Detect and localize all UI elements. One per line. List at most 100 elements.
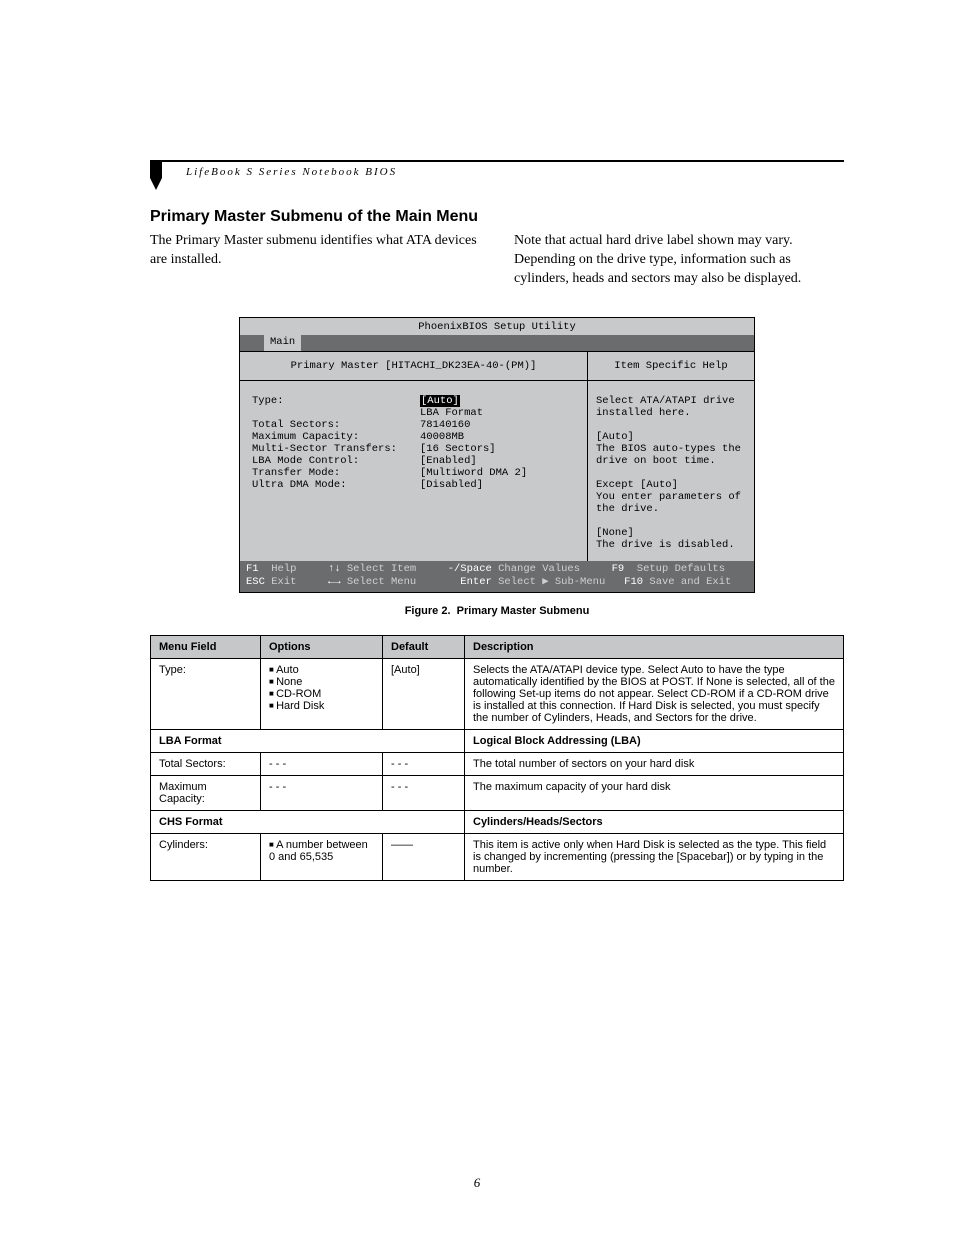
section-right: Cylinders/Heads/Sectors xyxy=(465,810,844,833)
table-row: Total Sectors:- - -- - -The total number… xyxy=(151,752,844,775)
key-f10-label: Save and Exit xyxy=(649,576,731,588)
bios-screenshot: PhoenixBIOS Setup Utility Main Primary M… xyxy=(239,317,755,593)
cell-field: Maximum Capacity: xyxy=(151,775,261,810)
bios-utility-title: PhoenixBIOS Setup Utility xyxy=(240,318,754,335)
bios-help-line: Except [Auto] xyxy=(596,479,746,491)
section-left: LBA Format xyxy=(151,729,465,752)
bios-row: Type:[Auto] xyxy=(252,395,579,407)
th-default: Default xyxy=(383,635,465,658)
bios-help-pane: Item Specific Help Select ATA/ATAPI driv… xyxy=(588,352,754,561)
key-minus: -/Space xyxy=(448,563,492,575)
option-item: A number between 0 and 65,535 xyxy=(269,839,374,863)
running-head-text: LifeBook S Series Notebook BIOS xyxy=(150,166,844,178)
bios-row: Transfer Mode:[Multiword DMA 2] xyxy=(252,467,579,479)
key-minus-label: Change Values xyxy=(498,563,580,575)
table-section-row: CHS FormatCylinders/Heads/Sectors xyxy=(151,810,844,833)
cell-options: - - - xyxy=(261,752,383,775)
cell-field: Cylinders: xyxy=(151,833,261,880)
bios-help-line: installed here. xyxy=(596,407,746,419)
cell-description: This item is active only when Hard Disk … xyxy=(465,833,844,880)
cell-description: The maximum capacity of your hard disk xyxy=(465,775,844,810)
bios-row-value: [Enabled] xyxy=(420,455,477,467)
bios-row-value: 40008MB xyxy=(420,431,464,443)
bios-row-label: Transfer Mode: xyxy=(252,467,420,479)
bios-row-label: Maximum Capacity: xyxy=(252,431,420,443)
cell-options: AutoNoneCD-ROMHard Disk xyxy=(261,658,383,729)
cell-field: Total Sectors: xyxy=(151,752,261,775)
bios-help-line xyxy=(596,467,746,479)
key-enter-label: Select ▶ Sub-Menu xyxy=(498,576,605,588)
bios-row: Ultra DMA Mode:[Disabled] xyxy=(252,479,579,491)
intro-left: The Primary Master submenu identifies wh… xyxy=(150,232,480,289)
cell-default: - - - xyxy=(383,775,465,810)
th-description: Description xyxy=(465,635,844,658)
bios-row-value: [16 Sectors] xyxy=(420,443,496,455)
key-leftright-label: Select Menu xyxy=(347,576,416,588)
running-header: LifeBook S Series Notebook BIOS xyxy=(150,160,844,178)
bios-left-title: Primary Master [HITACHI_DK23EA-40-(PM)] xyxy=(240,352,587,381)
bios-help-line: [None] xyxy=(596,527,746,539)
table-row: Type:AutoNoneCD-ROMHard Disk[Auto]Select… xyxy=(151,658,844,729)
bios-help-line xyxy=(596,515,746,527)
cell-description: Selects the ATA/ATAPI device type. Selec… xyxy=(465,658,844,729)
page-number: 6 xyxy=(0,1175,954,1191)
key-enter: Enter xyxy=(460,576,492,588)
cell-default: [Auto] xyxy=(383,658,465,729)
header-arrow-icon xyxy=(150,162,164,192)
bios-row-value: 78140160 xyxy=(420,419,470,431)
bios-help-line: You enter parameters of xyxy=(596,491,746,503)
intro-paragraphs: The Primary Master submenu identifies wh… xyxy=(150,232,844,289)
bios-help-line: The drive is disabled. xyxy=(596,539,746,551)
bios-row: LBA Mode Control:[Enabled] xyxy=(252,455,579,467)
bios-row: Multi-Sector Transfers:[16 Sectors] xyxy=(252,443,579,455)
bios-row-value: [Multiword DMA 2] xyxy=(420,467,527,479)
bios-rows: Type:[Auto]LBA FormatTotal Sectors:78140… xyxy=(252,395,579,491)
section-right: Logical Block Addressing (LBA) xyxy=(465,729,844,752)
key-updown: ↑↓ xyxy=(328,563,341,575)
figure-caption: Figure 2. Primary Master Submenu xyxy=(150,605,844,617)
option-item: Auto xyxy=(269,664,374,676)
cell-default: —— xyxy=(383,833,465,880)
key-leftright: ←→ xyxy=(328,576,341,588)
key-f9: F9 xyxy=(612,563,625,575)
bios-help-line: [Auto] xyxy=(596,431,746,443)
th-options: Options xyxy=(261,635,383,658)
key-esc-label: Exit xyxy=(271,576,296,588)
options-list: AutoNoneCD-ROMHard Disk xyxy=(269,664,374,712)
cell-description: The total number of sectors on your hard… xyxy=(465,752,844,775)
table-section-row: LBA FormatLogical Block Addressing (LBA) xyxy=(151,729,844,752)
key-f1-label: Help xyxy=(271,563,296,575)
bios-help-line xyxy=(596,419,746,431)
bios-footer: F1 Help ↑↓ Select Item -/Space Change Va… xyxy=(240,561,754,592)
key-f1: F1 xyxy=(246,563,259,575)
cell-options: A number between 0 and 65,535 xyxy=(261,833,383,880)
key-updown-label: Select Item xyxy=(347,563,416,575)
bios-left-pane: Primary Master [HITACHI_DK23EA-40-(PM)] … xyxy=(240,352,588,561)
intro-right: Note that actual hard drive label shown … xyxy=(514,232,844,289)
bios-help-line: The BIOS auto-types the xyxy=(596,443,746,455)
bios-tab-bar: Main xyxy=(240,335,754,351)
section-left: CHS Format xyxy=(151,810,465,833)
figure-title: Primary Master Submenu xyxy=(457,605,590,617)
key-f9-label: Setup Defaults xyxy=(637,563,725,575)
bios-tab-main: Main xyxy=(264,335,301,351)
bios-help-line: Select ATA/ATAPI drive xyxy=(596,395,746,407)
cell-field: Type: xyxy=(151,658,261,729)
th-menu-field: Menu Field xyxy=(151,635,261,658)
option-item: Hard Disk xyxy=(269,700,374,712)
bios-row-label: Total Sectors: xyxy=(252,419,420,431)
bios-help-line: drive on boot time. xyxy=(596,455,746,467)
bios-help-line: the drive. xyxy=(596,503,746,515)
bios-row: LBA Format xyxy=(252,407,579,419)
bios-row-label xyxy=(252,407,420,419)
option-item: CD-ROM xyxy=(269,688,374,700)
key-esc: ESC xyxy=(246,576,265,588)
figure-label: Figure 2. xyxy=(405,605,451,617)
cell-options: - - - xyxy=(261,775,383,810)
spec-table: Menu Field Options Default Description T… xyxy=(150,635,844,881)
bios-row-label: LBA Mode Control: xyxy=(252,455,420,467)
bios-row-value: [Disabled] xyxy=(420,479,483,491)
table-row: Cylinders: A number between 0 and 65,535 —… xyxy=(151,833,844,880)
bios-row-label: Type: xyxy=(252,395,420,407)
key-f10: F10 xyxy=(624,576,643,588)
